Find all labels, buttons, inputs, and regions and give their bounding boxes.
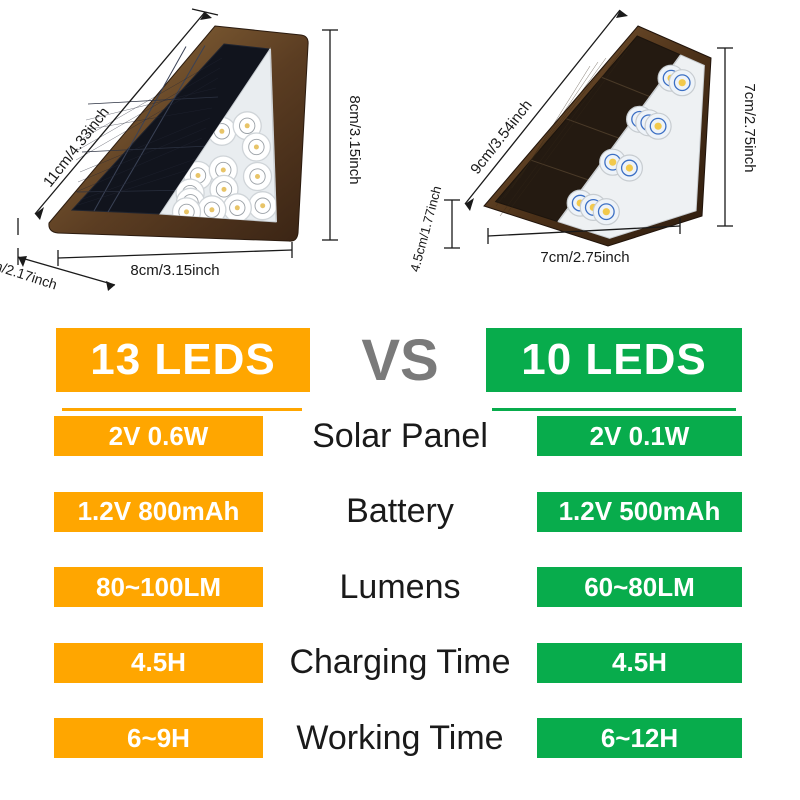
svg-text:7cm/2.75inch: 7cm/2.75inch — [540, 249, 629, 266]
svg-text:8cm/3.15inch: 8cm/3.15inch — [130, 262, 219, 279]
svg-text:8cm/3.15inch: 8cm/3.15inch — [346, 95, 363, 184]
svg-text:4.5cm/1.77inch: 4.5cm/1.77inch — [407, 184, 444, 273]
svg-text:7cm/2.75inch: 7cm/2.75inch — [741, 83, 758, 172]
svg-text:5.5cm/2.17inch: 5.5cm/2.17inch — [0, 248, 59, 293]
